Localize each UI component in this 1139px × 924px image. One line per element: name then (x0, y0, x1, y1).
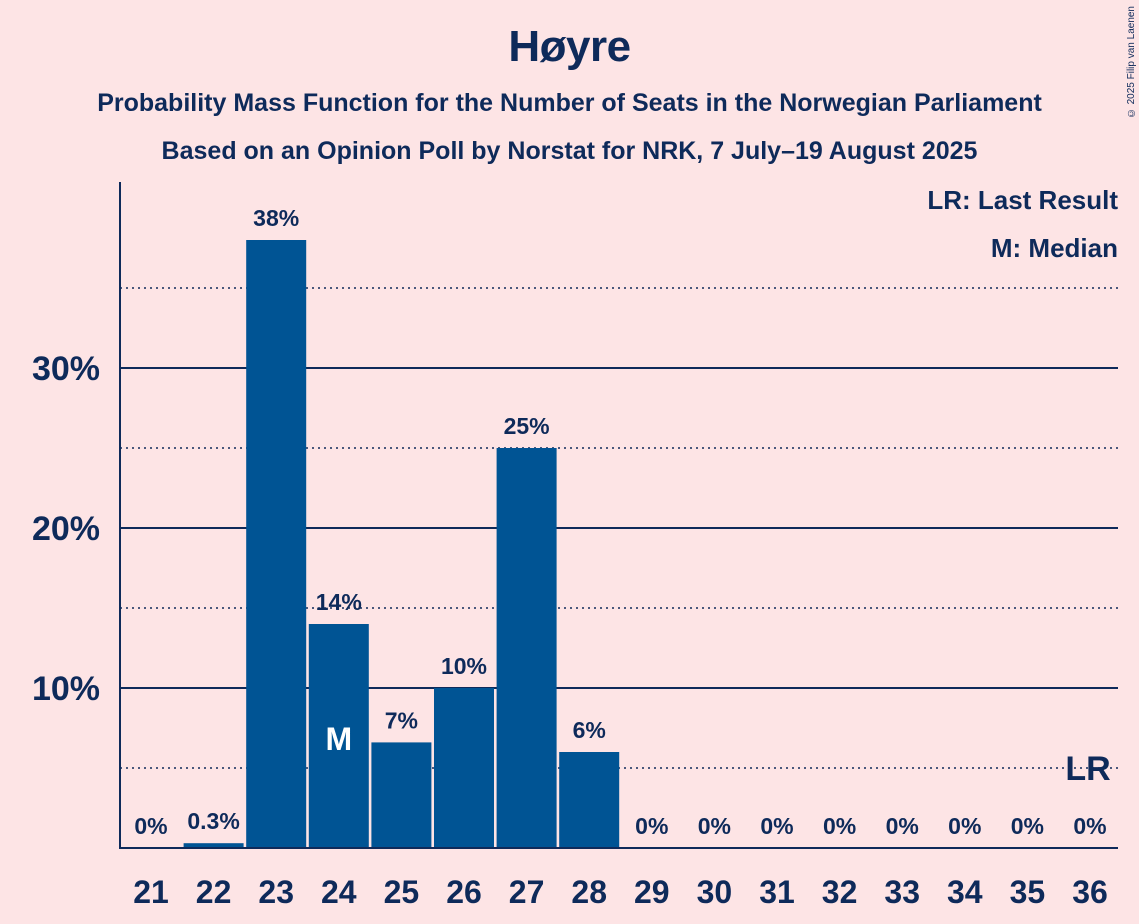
data-label-29: 0% (635, 813, 668, 839)
data-label-28: 6% (573, 717, 606, 743)
data-label-31: 0% (760, 813, 793, 839)
chart-source-line: Based on an Opinion Poll by Norstat for … (161, 137, 978, 165)
bars (183, 240, 620, 848)
data-label-26: 10% (441, 653, 487, 679)
x-tick-label-35: 35 (1010, 874, 1046, 910)
bar-27 (496, 448, 557, 848)
last-result-marker: LR (1065, 750, 1110, 788)
data-label-30: 0% (698, 813, 731, 839)
chart-subtitle: Probability Mass Function for the Number… (97, 89, 1042, 117)
x-tick-label-23: 23 (258, 874, 294, 910)
bar-23 (246, 240, 307, 848)
legend-last-result: LR: Last Result (927, 185, 1118, 215)
x-tick-label-29: 29 (634, 874, 670, 910)
data-label-24: 14% (316, 589, 362, 615)
axes: 10% 20% 30% 21 22 23 24 25 26 27 28 29 30 31 32 33 34 35 3… (32, 182, 1118, 910)
y-tick-label-10: 10% (32, 670, 100, 708)
data-label-27: 25% (504, 413, 550, 439)
x-tick-label-30: 30 (697, 874, 733, 910)
x-tick-label-33: 33 (884, 874, 920, 910)
bar-26 (434, 688, 494, 848)
x-tick-label-32: 32 (822, 874, 858, 910)
data-label-25: 7% (385, 707, 418, 733)
x-tick-label-24: 24 (321, 874, 357, 910)
data-label-35: 0% (1011, 813, 1044, 839)
x-tick-label-26: 26 (446, 874, 482, 910)
y-tick-label-30: 30% (32, 350, 100, 388)
chart-title: Høyre (508, 22, 631, 71)
data-label-34: 0% (948, 813, 981, 839)
x-tick-label-27: 27 (509, 874, 545, 910)
x-tick-label-31: 31 (759, 874, 795, 910)
bar-24 (308, 624, 369, 848)
legend: LR: Last Result M: Median (927, 185, 1118, 263)
data-label-36: 0% (1073, 813, 1106, 839)
data-label-33: 0% (886, 813, 919, 839)
median-marker: M (325, 721, 352, 757)
x-tick-label-36: 36 (1072, 874, 1108, 910)
bar-22 (183, 843, 244, 848)
data-labels: 0% 0.3% 38% 14% 7% 10% 25% 6% 0% 0% 0% 0% 0% 0% 0% 0% M L… (134, 205, 1110, 839)
x-tick-label-21: 21 (133, 874, 169, 910)
data-label-32: 0% (823, 813, 856, 839)
y-tick-label-20: 20% (32, 510, 100, 548)
data-label-23: 38% (253, 205, 299, 231)
legend-median: M: Median (991, 233, 1118, 263)
x-tick-label-28: 28 (571, 874, 607, 910)
x-tick-label-34: 34 (947, 874, 983, 910)
bar-28 (559, 752, 620, 848)
bar-25 (371, 742, 432, 848)
data-label-21: 0% (134, 813, 167, 839)
x-tick-label-25: 25 (384, 874, 420, 910)
x-tick-label-22: 22 (196, 874, 232, 910)
data-label-22: 0.3% (187, 808, 239, 834)
